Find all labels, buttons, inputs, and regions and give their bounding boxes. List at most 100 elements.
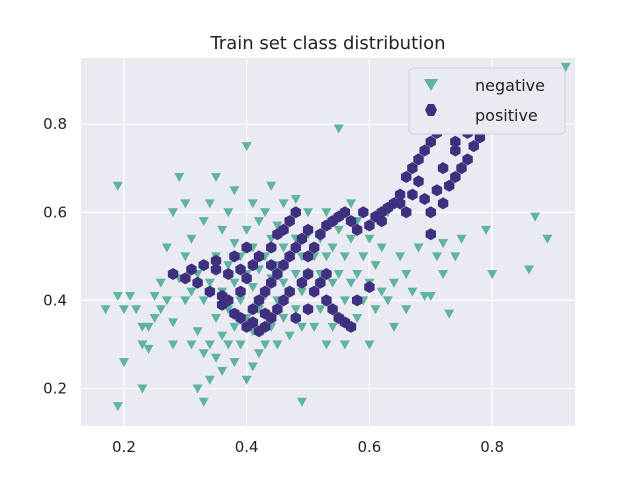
negative-point (425, 291, 436, 301)
negative-point (180, 252, 191, 262)
negative-point (450, 252, 461, 262)
negative-point (272, 340, 283, 350)
positive-point (413, 153, 424, 166)
positive-point (167, 267, 179, 280)
negative-point (149, 291, 160, 301)
positive-point (180, 272, 191, 285)
negative-point (407, 287, 418, 297)
positive-point (216, 298, 228, 311)
positive-point (450, 144, 461, 157)
negative-point (376, 243, 387, 253)
positive-point (284, 285, 295, 298)
positive-point (364, 219, 375, 232)
chart-title: Train set class distribution (209, 33, 445, 54)
positive-point (235, 263, 246, 276)
negative-point (229, 278, 240, 288)
positive-point (247, 316, 259, 329)
negative-point (296, 322, 307, 332)
negative-point (198, 397, 209, 407)
positive-point (302, 250, 314, 263)
x-tick-label: 0.6 (357, 438, 381, 456)
positive-point (444, 179, 455, 192)
negative-point (290, 195, 301, 205)
positive-point (284, 215, 295, 228)
positive-point (462, 153, 473, 166)
positive-point (223, 267, 234, 280)
positive-point (376, 215, 387, 228)
positive-point (278, 259, 289, 272)
negative-point (192, 327, 203, 337)
negative-point (309, 322, 320, 332)
negative-point (339, 340, 350, 350)
negative-point (542, 234, 553, 244)
negative-point (321, 208, 332, 218)
negative-point (364, 340, 375, 350)
negative-point (253, 349, 264, 359)
negative-point (253, 217, 264, 227)
negative-point (523, 265, 534, 275)
negative-point (327, 278, 338, 288)
negative-point (155, 305, 166, 315)
negative-point (204, 199, 215, 209)
positive-point (247, 303, 259, 316)
positive-point (290, 241, 301, 254)
negative-point (229, 322, 240, 332)
negative-point (229, 358, 240, 368)
negative-point (186, 234, 197, 244)
negative-point (278, 243, 289, 253)
positive-point (419, 193, 430, 206)
x-tick-label: 0.8 (480, 438, 504, 456)
negative-point (149, 314, 160, 324)
negative-point (327, 322, 338, 332)
positive-point (468, 140, 479, 153)
positive-point (247, 259, 259, 272)
negative-point (438, 239, 449, 249)
negative-point (382, 296, 393, 306)
positive-point (278, 223, 289, 236)
negative-point (247, 362, 258, 372)
negative-point (168, 208, 179, 218)
positive-point (278, 294, 289, 307)
negative-point (118, 305, 129, 315)
negative-point (388, 278, 399, 288)
positive-point (321, 267, 332, 280)
negative-point (235, 296, 246, 306)
positive-point (235, 312, 246, 325)
negative-point (438, 269, 449, 279)
negative-point (155, 278, 166, 288)
positive-point (407, 162, 418, 175)
y-tick-label: 0.8 (43, 115, 67, 133)
negative-point (272, 221, 283, 231)
negative-point (235, 340, 246, 350)
legend-marker-positive (425, 104, 437, 116)
negative-point (395, 252, 406, 262)
positive-point (327, 303, 338, 316)
negative-point (112, 181, 123, 191)
positive-point (210, 263, 222, 276)
positive-point (229, 250, 240, 263)
negative-point (241, 142, 252, 152)
negative-point (278, 199, 289, 209)
negative-point (278, 278, 289, 288)
positive-point (266, 241, 277, 254)
positive-point (351, 223, 363, 236)
positive-point (302, 267, 314, 280)
y-tick-label: 0.2 (43, 380, 67, 398)
positive-point (241, 241, 252, 254)
negative-point (370, 261, 381, 271)
positive-point (437, 162, 449, 175)
negative-point (125, 291, 136, 301)
negative-point (100, 305, 111, 315)
y-tick-label: 0.4 (43, 291, 67, 309)
negative-point (327, 243, 338, 253)
negative-point (204, 375, 215, 385)
negative-point (303, 208, 314, 218)
negative-point (204, 340, 215, 350)
negative-point (346, 278, 357, 288)
negative-point (321, 252, 332, 262)
legend: negative positive (408, 67, 566, 135)
negative-point (112, 402, 123, 412)
negative-point (223, 208, 234, 218)
positive-point (308, 285, 320, 298)
positive-point (259, 320, 271, 333)
